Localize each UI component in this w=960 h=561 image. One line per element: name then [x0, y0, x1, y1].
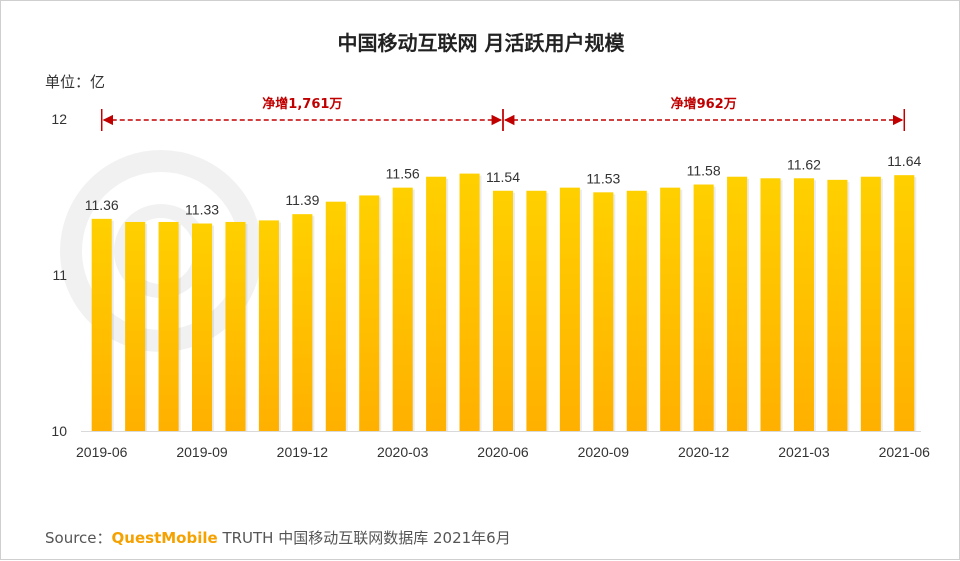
- bar: [894, 175, 915, 431]
- bar: [292, 214, 313, 431]
- x-axis: 2019-06 2019-09 2019-12 2020-03 2020-06 2020-…: [76, 444, 930, 460]
- data-label: 11.33: [185, 202, 219, 218]
- bar: [827, 179, 848, 431]
- y-tick-label: 12: [51, 111, 67, 127]
- bar: [660, 187, 681, 431]
- bar: [727, 176, 748, 431]
- data-label: 11.58: [687, 163, 721, 179]
- bar: [526, 190, 547, 431]
- x-tick-label: 2019-06: [76, 444, 128, 460]
- bar: [426, 176, 447, 431]
- bar: [192, 223, 213, 431]
- annotations: 净增1,761万 净增962万: [100, 96, 906, 131]
- bar: [626, 190, 647, 431]
- bar: [325, 201, 346, 431]
- bar: [392, 187, 413, 431]
- data-label: 11.64: [887, 153, 921, 169]
- x-tick-label: 2020-12: [678, 444, 730, 460]
- source-text: TRUTH 中国移动互联网数据库 2021年6月: [217, 529, 511, 547]
- bar: [225, 221, 246, 431]
- chart-title: 中国移动互联网 月活跃用户规模: [337, 31, 625, 55]
- bar: [793, 178, 814, 431]
- source-note: Source：QuestMobile TRUTH 中国移动互联网数据库 2021…: [45, 527, 511, 548]
- bar: [359, 195, 380, 431]
- bar: [593, 192, 614, 431]
- bar: [258, 220, 279, 431]
- data-label: 11.54: [486, 169, 520, 185]
- bar: [693, 184, 714, 431]
- source-prefix: Source：: [45, 529, 112, 547]
- unit-label: 单位：亿: [45, 73, 106, 91]
- bar: [559, 187, 580, 431]
- data-labels: 11.36 11.33 11.39 11.56 11.54 11.53 11.58 11.62…: [85, 153, 922, 217]
- x-tick-label: 2020-03: [377, 444, 429, 460]
- bar: [760, 178, 781, 431]
- bar: [860, 176, 881, 431]
- annotation-label: 净增962万: [671, 96, 737, 112]
- annotation-label: 净增1,761万: [262, 96, 342, 112]
- data-label: 11.36: [85, 197, 119, 213]
- bar: [125, 221, 146, 431]
- x-tick-label: 2021-06: [879, 444, 931, 460]
- x-tick-label: 2019-09: [176, 444, 228, 460]
- y-tick-label: 10: [51, 423, 67, 439]
- data-label: 11.56: [386, 166, 420, 182]
- x-tick-label: 2020-09: [578, 444, 630, 460]
- bar: [91, 218, 112, 431]
- bars: [91, 173, 917, 431]
- data-label: 11.53: [586, 170, 620, 186]
- data-label: 11.39: [285, 192, 319, 208]
- x-tick-label: 2019-12: [277, 444, 329, 460]
- x-tick-label: 2021-03: [778, 444, 830, 460]
- bar: [459, 173, 480, 431]
- y-axis: 10 11 12: [51, 111, 921, 439]
- source-brand: QuestMobile: [111, 529, 218, 547]
- y-tick-label: 11: [52, 267, 67, 283]
- data-label: 11.62: [787, 156, 821, 172]
- bar: [492, 190, 514, 431]
- x-tick-label: 2020-06: [477, 444, 529, 460]
- bar: [158, 221, 179, 431]
